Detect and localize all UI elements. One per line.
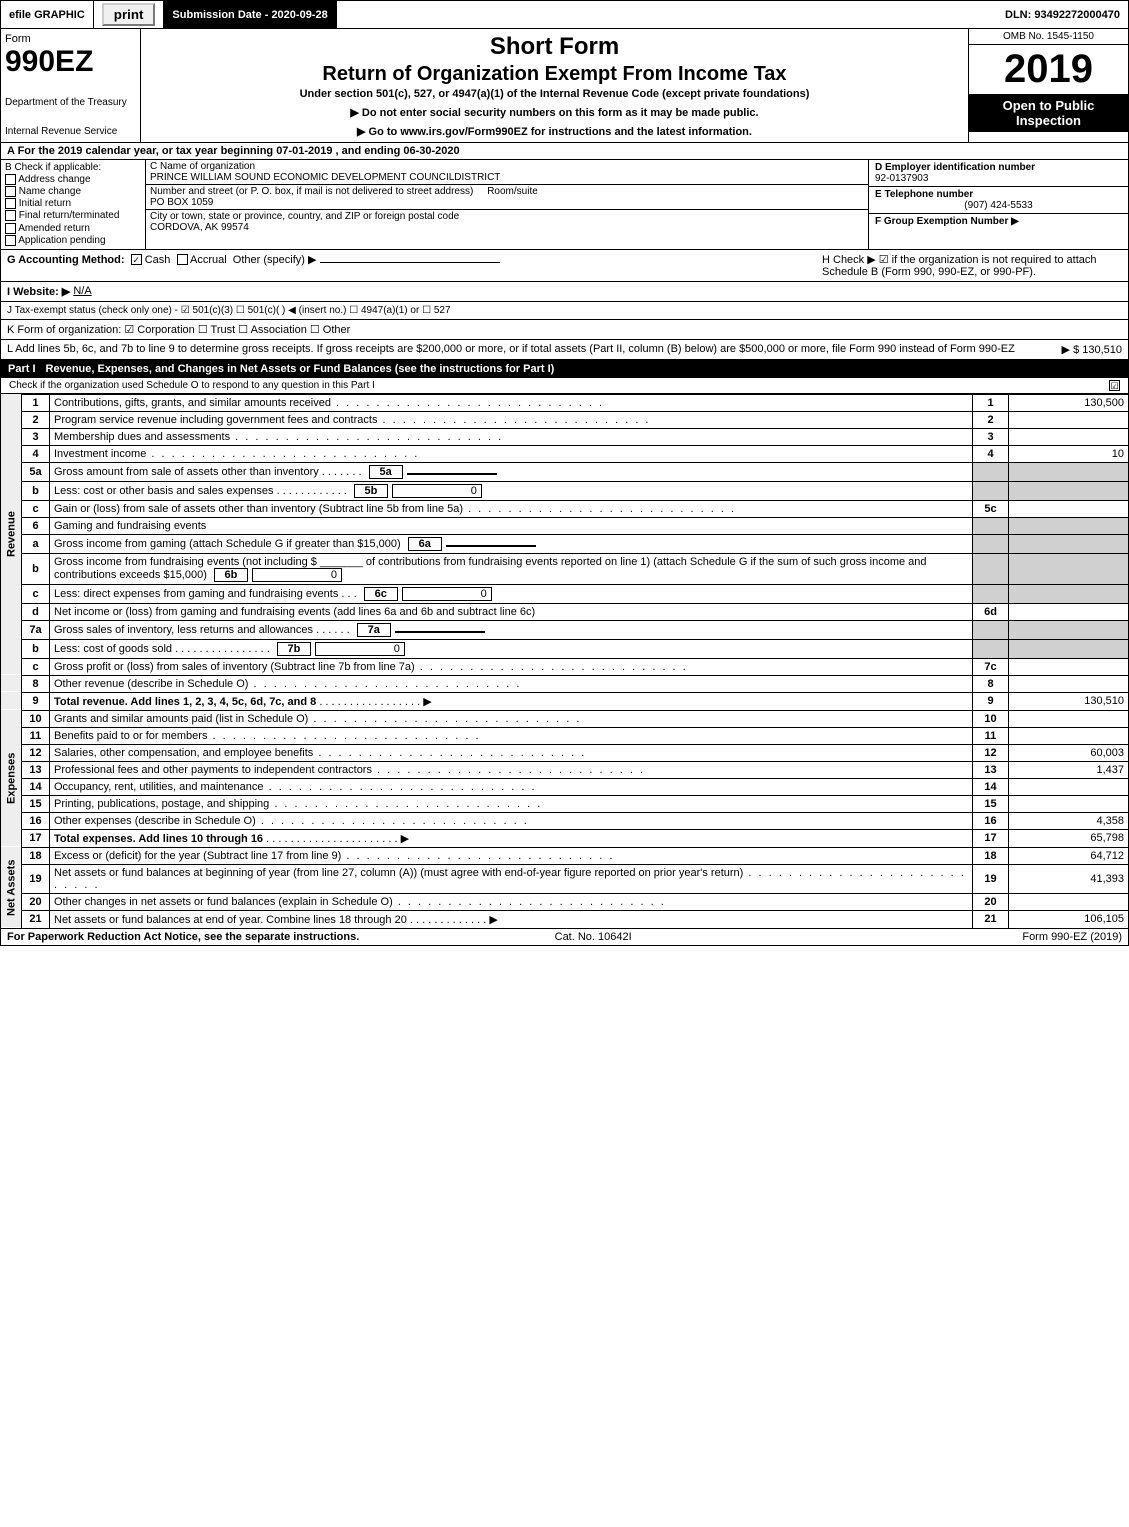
part-i-table: Revenue 1Contributions, gifts, grants, a… [0,394,1129,929]
omb-number: OMB No. 1545-1150 [969,29,1128,45]
efile-label: efile GRAPHIC [1,1,94,28]
cb-name-change[interactable]: Name change [5,186,141,197]
form-number: 990EZ [5,45,136,79]
row-j: J Tax-exempt status (check only one) - ☑… [0,302,1129,320]
part-i-header: Part I Revenue, Expenses, and Changes in… [0,360,1129,378]
part-i-title: Revenue, Expenses, and Changes in Net As… [46,363,555,375]
form-header: Form 990EZ Department of the Treasury In… [0,29,1129,143]
org-name-label: C Name of organization [150,161,864,172]
col-b: B Check if applicable: Address change Na… [1,160,146,249]
header-mid: Short Form Return of Organization Exempt… [141,29,968,142]
short-form-title: Short Form [149,33,960,61]
cb-cash[interactable]: ✓ [131,254,142,265]
header-left: Form 990EZ Department of the Treasury In… [1,29,141,142]
ein-label: D Employer identification number [875,162,1122,173]
dept-treasury: Department of the Treasury [5,97,136,108]
part-i-check-line: Check if the organization used Schedule … [0,378,1129,394]
top-bar: efile GRAPHIC print Submission Date - 20… [0,0,1129,29]
form-word: Form [5,33,136,45]
side-expenses: Expenses [1,710,22,847]
under-section: Under section 501(c), 527, or 4947(a)(1)… [149,88,960,100]
info-grid: B Check if applicable: Address change Na… [0,160,1129,250]
row-g: G Accounting Method: ✓ Cash Accrual Othe… [7,253,500,278]
group-exemption-label: F Group Exemption Number ▶ [875,216,1122,227]
row-g-h: G Accounting Method: ✓ Cash Accrual Othe… [0,250,1129,282]
form-footer: Form 990-EZ (2019) [1022,931,1122,943]
col-b-title: B Check if applicable: [5,162,141,173]
no-ssn-line: ▶ Do not enter social security numbers o… [149,106,960,119]
ein-value: 92-0137903 [875,173,1122,184]
side-revenue: Revenue [1,394,22,675]
row-k: K Form of organization: ☑ Corporation ☐ … [0,320,1129,340]
tax-year: 2019 [969,45,1128,94]
city-value: CORDOVA, AK 99574 [150,222,864,233]
paperwork-notice: For Paperwork Reduction Act Notice, see … [7,931,359,943]
phone-value: (907) 424-5533 [875,200,1122,211]
side-netassets: Net Assets [1,847,22,928]
cb-final-return[interactable]: Final return/terminated [5,210,141,221]
phone-label: E Telephone number [875,189,1122,200]
row-l-amount: ▶ $ 130,510 [1062,343,1122,356]
goto-line: ▶ Go to www.irs.gov/Form990EZ for instru… [149,125,960,138]
part-i-label: Part I [8,363,36,375]
org-name: PRINCE WILLIAM SOUND ECONOMIC DEVELOPMEN… [150,172,864,183]
submission-date: Submission Date - 2020-09-28 [164,1,336,28]
cb-amended-return[interactable]: Amended return [5,223,141,234]
print-button-wrap: print [94,1,165,28]
irs-label: Internal Revenue Service [5,126,136,137]
cb-schedule-o[interactable]: ☑ [1109,380,1120,391]
website-value: N/A [73,285,91,298]
street-value: PO BOX 1059 [150,197,864,208]
cb-initial-return[interactable]: Initial return [5,198,141,209]
dln: DLN: 93492272000470 [997,1,1128,28]
header-right: OMB No. 1545-1150 2019 Open to Public In… [968,29,1128,142]
open-public: Open to Public Inspection [969,94,1128,132]
row-l: L Add lines 5b, 6c, and 7b to line 9 to … [0,340,1129,360]
col-c: C Name of organization PRINCE WILLIAM SO… [146,160,868,249]
return-title: Return of Organization Exempt From Incom… [149,63,960,86]
footer: For Paperwork Reduction Act Notice, see … [0,929,1129,946]
row-a-tax-year: A For the 2019 calendar year, or tax yea… [0,143,1129,160]
row-i: I Website: ▶ N/A [0,282,1129,302]
city-label: City or town, state or province, country… [150,211,864,222]
cb-address-change[interactable]: Address change [5,174,141,185]
room-label: Room/suite [487,186,538,197]
street-label: Number and street (or P. O. box, if mail… [150,186,473,197]
cat-number: Cat. No. 10642I [555,931,632,943]
cb-accrual[interactable] [177,254,188,265]
col-def: D Employer identification number 92-0137… [868,160,1128,249]
print-button[interactable]: print [102,3,156,26]
row-h: H Check ▶ ☑ if the organization is not r… [822,253,1122,278]
cb-app-pending[interactable]: Application pending [5,235,141,246]
